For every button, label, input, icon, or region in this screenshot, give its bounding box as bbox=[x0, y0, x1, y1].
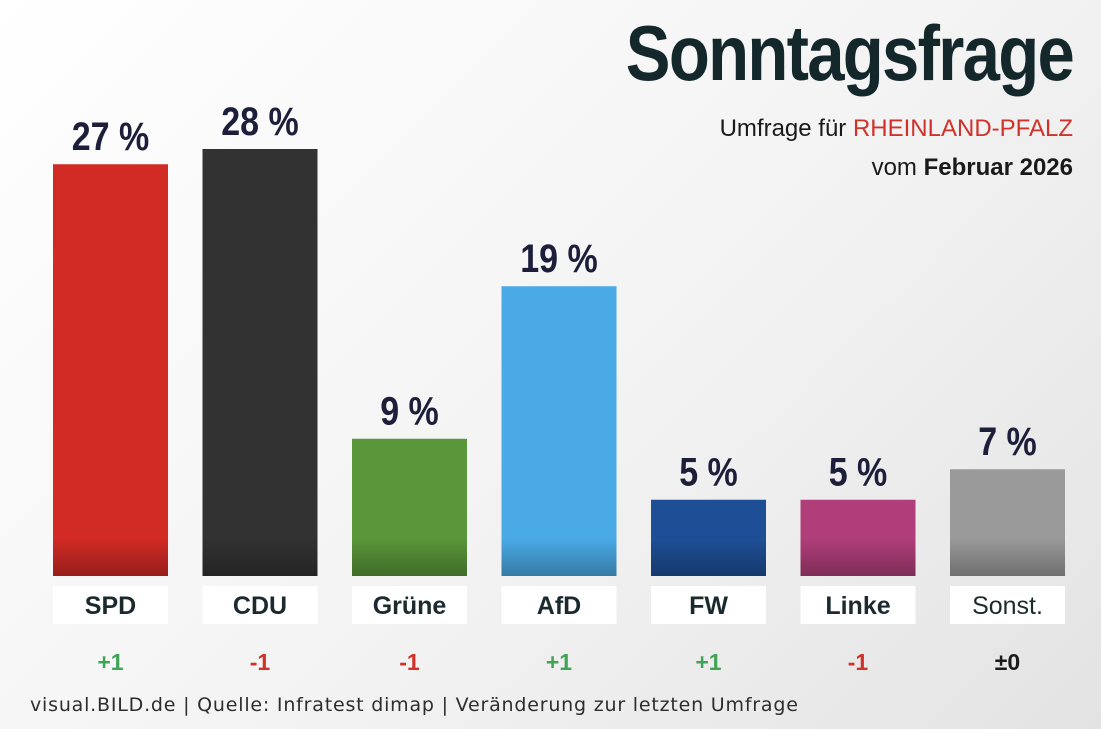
bar-shade-0 bbox=[53, 538, 168, 576]
category-box-4 bbox=[651, 586, 766, 624]
chart-title: Sonntagsfrage bbox=[625, 9, 1075, 97]
category-label-4: FW bbox=[689, 592, 728, 620]
bar-0 bbox=[53, 164, 168, 576]
subtitle-region: RHEINLAND-PFALZ bbox=[852, 115, 1073, 142]
category-label-3: AfD bbox=[537, 592, 581, 620]
category-box-6 bbox=[950, 586, 1065, 624]
change-label-4: +1 bbox=[695, 649, 721, 675]
value-label-3: 19 % bbox=[520, 236, 597, 281]
value-label-1: 28 % bbox=[221, 98, 298, 143]
category-box-3 bbox=[501, 586, 617, 624]
value-label-4: 5 % bbox=[679, 449, 738, 494]
category-label-6: Sonst. bbox=[972, 592, 1043, 620]
date-value: Februar 2026 bbox=[923, 154, 1073, 181]
category-box-5 bbox=[800, 586, 916, 624]
chart-subtitle: Umfrage für RHEINLAND-PFALZ bbox=[720, 117, 1073, 141]
bar-shade-5 bbox=[800, 538, 916, 576]
value-label-6: 7 % bbox=[978, 419, 1037, 464]
bar-1 bbox=[202, 149, 318, 576]
change-label-1: -1 bbox=[250, 649, 271, 675]
value-label-2: 9 % bbox=[380, 388, 439, 433]
category-box-2 bbox=[352, 586, 467, 624]
date-prefix: vom bbox=[871, 154, 917, 181]
category-label-2: Grüne bbox=[373, 592, 447, 620]
bar-3 bbox=[501, 286, 617, 576]
subtitle-prefix: Umfrage für bbox=[719, 115, 847, 142]
category-box-0 bbox=[53, 586, 168, 624]
bar-shade-1 bbox=[202, 538, 318, 576]
bar-shade-6 bbox=[950, 538, 1065, 576]
bar-shade-2 bbox=[352, 538, 467, 576]
bar-shade-3 bbox=[501, 538, 617, 576]
value-label-0: 27 % bbox=[72, 114, 149, 159]
chart-footer: visual.BILD.de | Quelle: Infratest dimap… bbox=[30, 694, 799, 716]
bar-shade-4 bbox=[651, 538, 766, 576]
change-label-6: ±0 bbox=[995, 649, 1020, 675]
change-label-5: -1 bbox=[848, 649, 869, 675]
change-label-2: -1 bbox=[399, 649, 420, 675]
change-label-0: +1 bbox=[97, 649, 123, 675]
value-label-5: 5 % bbox=[829, 449, 888, 494]
category-label-0: SPD bbox=[85, 592, 136, 620]
chart-date-line: vom Februar 2026 bbox=[872, 156, 1073, 180]
category-label-1: CDU bbox=[233, 592, 287, 620]
category-box-1 bbox=[202, 586, 318, 624]
change-label-3: +1 bbox=[546, 649, 572, 675]
category-label-5: Linke bbox=[825, 592, 890, 620]
